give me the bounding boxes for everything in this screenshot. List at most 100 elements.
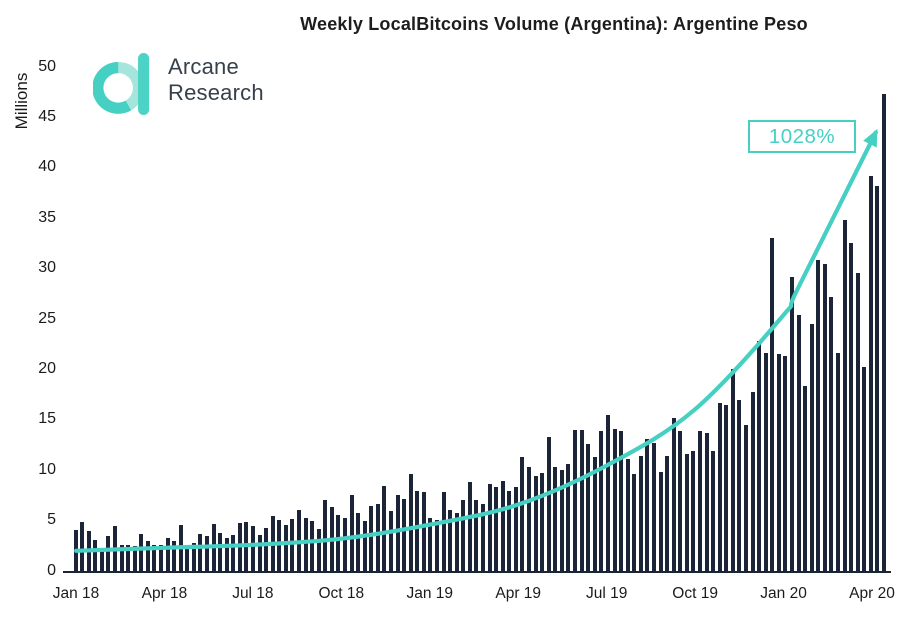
growth-callout-label: 1028% <box>768 124 836 148</box>
volume-bar <box>730 369 735 571</box>
volume-bar <box>619 430 624 571</box>
volume-bar <box>343 517 347 571</box>
volume-bar <box>605 414 610 571</box>
volume-bar <box>586 443 591 571</box>
volume-bar <box>369 506 374 571</box>
volume-bar <box>665 456 670 571</box>
volume-bar <box>494 487 499 571</box>
trend-arrow-head <box>863 128 878 148</box>
x-tick-label: Jan 19 <box>406 585 454 602</box>
volume-bar <box>126 544 131 571</box>
volume-bar <box>592 457 597 571</box>
volume-bar <box>86 530 91 571</box>
volume-bar <box>533 476 538 571</box>
volume-bar <box>803 385 808 571</box>
x-tick-label: Jan 18 <box>52 585 100 602</box>
volume-bar <box>684 454 689 571</box>
volume-bar <box>290 518 295 571</box>
chart-title: Weekly LocalBitcoins Volume (Argentina):… <box>300 14 808 34</box>
volume-bar <box>697 430 702 571</box>
logo-text-line1: Arcane <box>168 54 239 79</box>
volume-bar <box>93 539 98 571</box>
volume-bar <box>421 492 426 571</box>
volume-bar <box>789 276 794 571</box>
volume-bar <box>178 524 183 571</box>
volume-bar <box>527 467 532 571</box>
volume-bar <box>283 524 288 571</box>
volume-bar <box>678 430 683 571</box>
volume-bar <box>145 540 150 571</box>
volume-bar <box>218 532 223 571</box>
volume-bar <box>829 296 834 571</box>
volume-bar <box>172 540 177 571</box>
volume-bar <box>717 402 722 571</box>
volume-bar <box>250 525 255 571</box>
volume-bar <box>296 509 301 571</box>
x-tick-label: Jul 19 <box>585 585 628 602</box>
volume-bar <box>435 519 440 571</box>
volume-bar <box>573 429 578 571</box>
volume-bar <box>842 220 847 571</box>
volume-bar <box>112 525 117 571</box>
volume-bar <box>428 517 433 571</box>
volume-bar <box>467 482 472 571</box>
y-tick-label: 15 <box>38 410 56 428</box>
arcane-logo-icon <box>93 53 150 115</box>
volume-bar <box>389 510 393 571</box>
growth-callout-box: 1028% <box>748 120 856 153</box>
volume-bar <box>441 492 446 571</box>
volume-bar <box>507 491 512 571</box>
y-tick-label: 0 <box>47 561 56 579</box>
volume-bar <box>783 356 788 571</box>
volume-bar <box>487 484 492 571</box>
y-tick-label: 45 <box>38 107 56 125</box>
volume-bar <box>231 534 236 571</box>
volume-bar <box>711 451 716 571</box>
volume-bar <box>80 521 85 571</box>
volume-bar <box>645 438 650 571</box>
volume-bar <box>500 481 505 571</box>
volume-bar <box>270 515 275 571</box>
volume-bar <box>835 353 840 571</box>
volume-bar <box>481 504 486 571</box>
volume-bar <box>546 436 551 571</box>
volume-bar <box>375 504 380 571</box>
volume-bar <box>185 544 190 571</box>
volume-bar <box>638 456 643 571</box>
volume-bar <box>461 500 466 571</box>
volume-bar <box>737 399 742 571</box>
volume-bar <box>855 272 860 571</box>
volume-bar <box>198 533 203 571</box>
volume-bar <box>474 500 479 571</box>
y-tick-label: 10 <box>38 460 56 478</box>
x-tick-label: Jul 18 <box>232 585 274 602</box>
volume-bar <box>671 417 676 571</box>
volume-bar <box>454 512 459 571</box>
volume-bar <box>757 341 762 571</box>
x-tick-label: Oct 18 <box>318 585 365 602</box>
volume-bar <box>632 474 637 571</box>
volume-bar <box>862 367 867 571</box>
y-tick-label: 30 <box>38 259 56 277</box>
volume-bar <box>849 243 854 571</box>
volume-bar <box>329 507 334 571</box>
volume-bar <box>303 517 308 571</box>
volume-bar <box>553 467 558 571</box>
y-tick-label: 40 <box>38 158 56 176</box>
volume-bar <box>599 430 604 571</box>
y-tick-label: 20 <box>38 359 56 377</box>
volume-bar <box>277 519 282 571</box>
volume-bar <box>257 534 262 571</box>
volume-bar <box>119 544 124 571</box>
volume-bar <box>132 545 137 571</box>
volume-bar <box>244 521 249 571</box>
volume-bar <box>513 487 518 571</box>
volume-bar <box>158 544 163 571</box>
volume-bar <box>822 263 827 571</box>
volume-bar <box>224 537 229 571</box>
y-tick-label: 50 <box>38 57 56 75</box>
volume-bar <box>349 495 354 571</box>
volume-bar <box>165 537 170 571</box>
volume-bar <box>882 94 886 571</box>
